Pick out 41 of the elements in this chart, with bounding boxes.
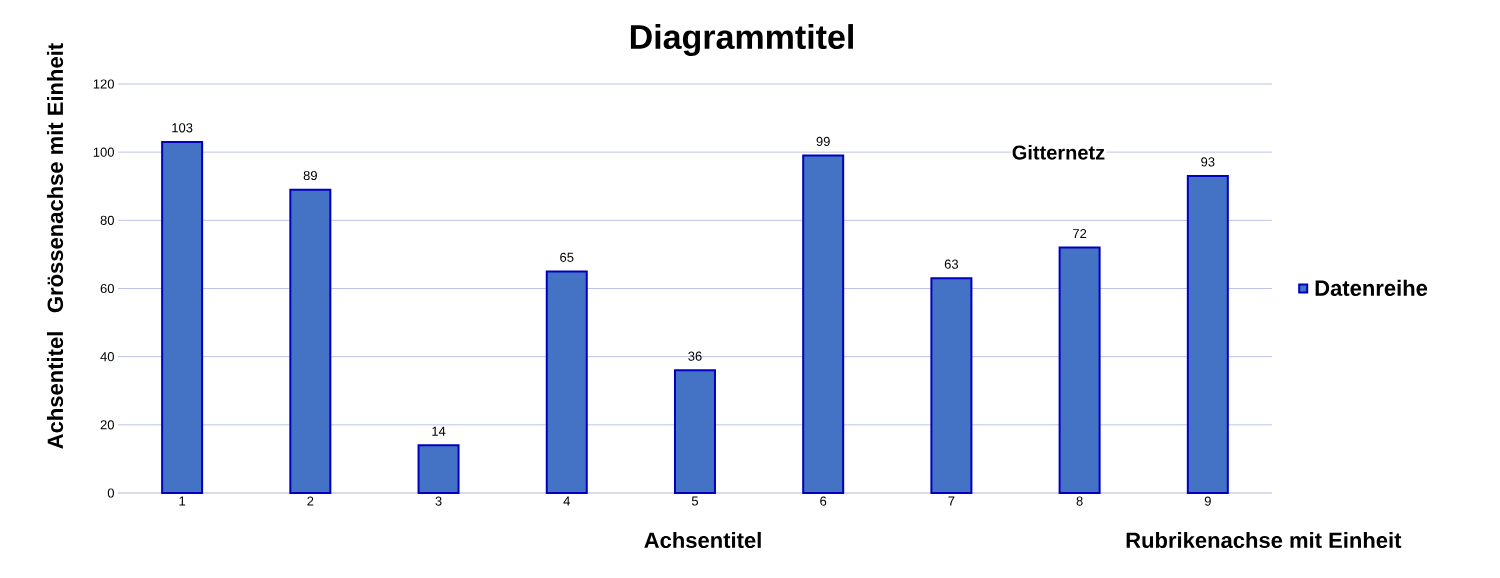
data-label: 65 [560, 252, 574, 262]
legend-label: Datenreihe [1315, 279, 1428, 296]
bar [930, 277, 973, 494]
y-tick-label: 20 [100, 420, 114, 430]
data-label: 63 [944, 259, 959, 269]
data-label: 72 [1073, 228, 1087, 239]
chart-title: Diagrammtitel [630, 24, 853, 56]
x-tick-label: 6 [820, 496, 827, 506]
bar [1058, 246, 1101, 494]
x-tick-label: 3 [435, 496, 442, 506]
x-tick-label: 1 [179, 496, 186, 506]
data-label: 36 [688, 351, 702, 361]
text: Rubrikenachse mit Einheit [1126, 531, 1402, 549]
data-label: 14 [432, 426, 446, 436]
data-label: 93 [1201, 157, 1215, 167]
y-tick-label: 120 [93, 79, 114, 89]
annotation: Gitternetz [1012, 144, 1105, 160]
bar [802, 154, 845, 494]
x-tick-label: 5 [691, 496, 699, 506]
x-tick-label: 4 [563, 496, 570, 506]
y-axis-title: Achsentitel [46, 332, 64, 449]
y-tick-label: 40 [100, 352, 114, 362]
bar [545, 270, 588, 494]
x-axis-title: Achsentitel [644, 531, 761, 549]
bar [289, 188, 332, 494]
bar [673, 369, 716, 494]
y-tick-label: 0 [107, 488, 114, 498]
bar [161, 140, 204, 494]
y-tick-label: 80 [100, 215, 114, 225]
text: Grössenachse mit Einheit [46, 43, 64, 313]
bar [417, 444, 460, 494]
data-label: 89 [303, 170, 317, 181]
y-tick-label: 100 [93, 147, 114, 157]
data-label: 103 [172, 123, 193, 133]
x-tick-label: 2 [307, 496, 314, 506]
x-tick-label: 7 [948, 496, 955, 506]
bar [1186, 175, 1229, 494]
data-label: 99 [816, 136, 830, 147]
y-tick-label: 60 [100, 283, 114, 294]
x-tick-label: 8 [1076, 496, 1083, 506]
x-tick-label: 9 [1204, 496, 1211, 506]
